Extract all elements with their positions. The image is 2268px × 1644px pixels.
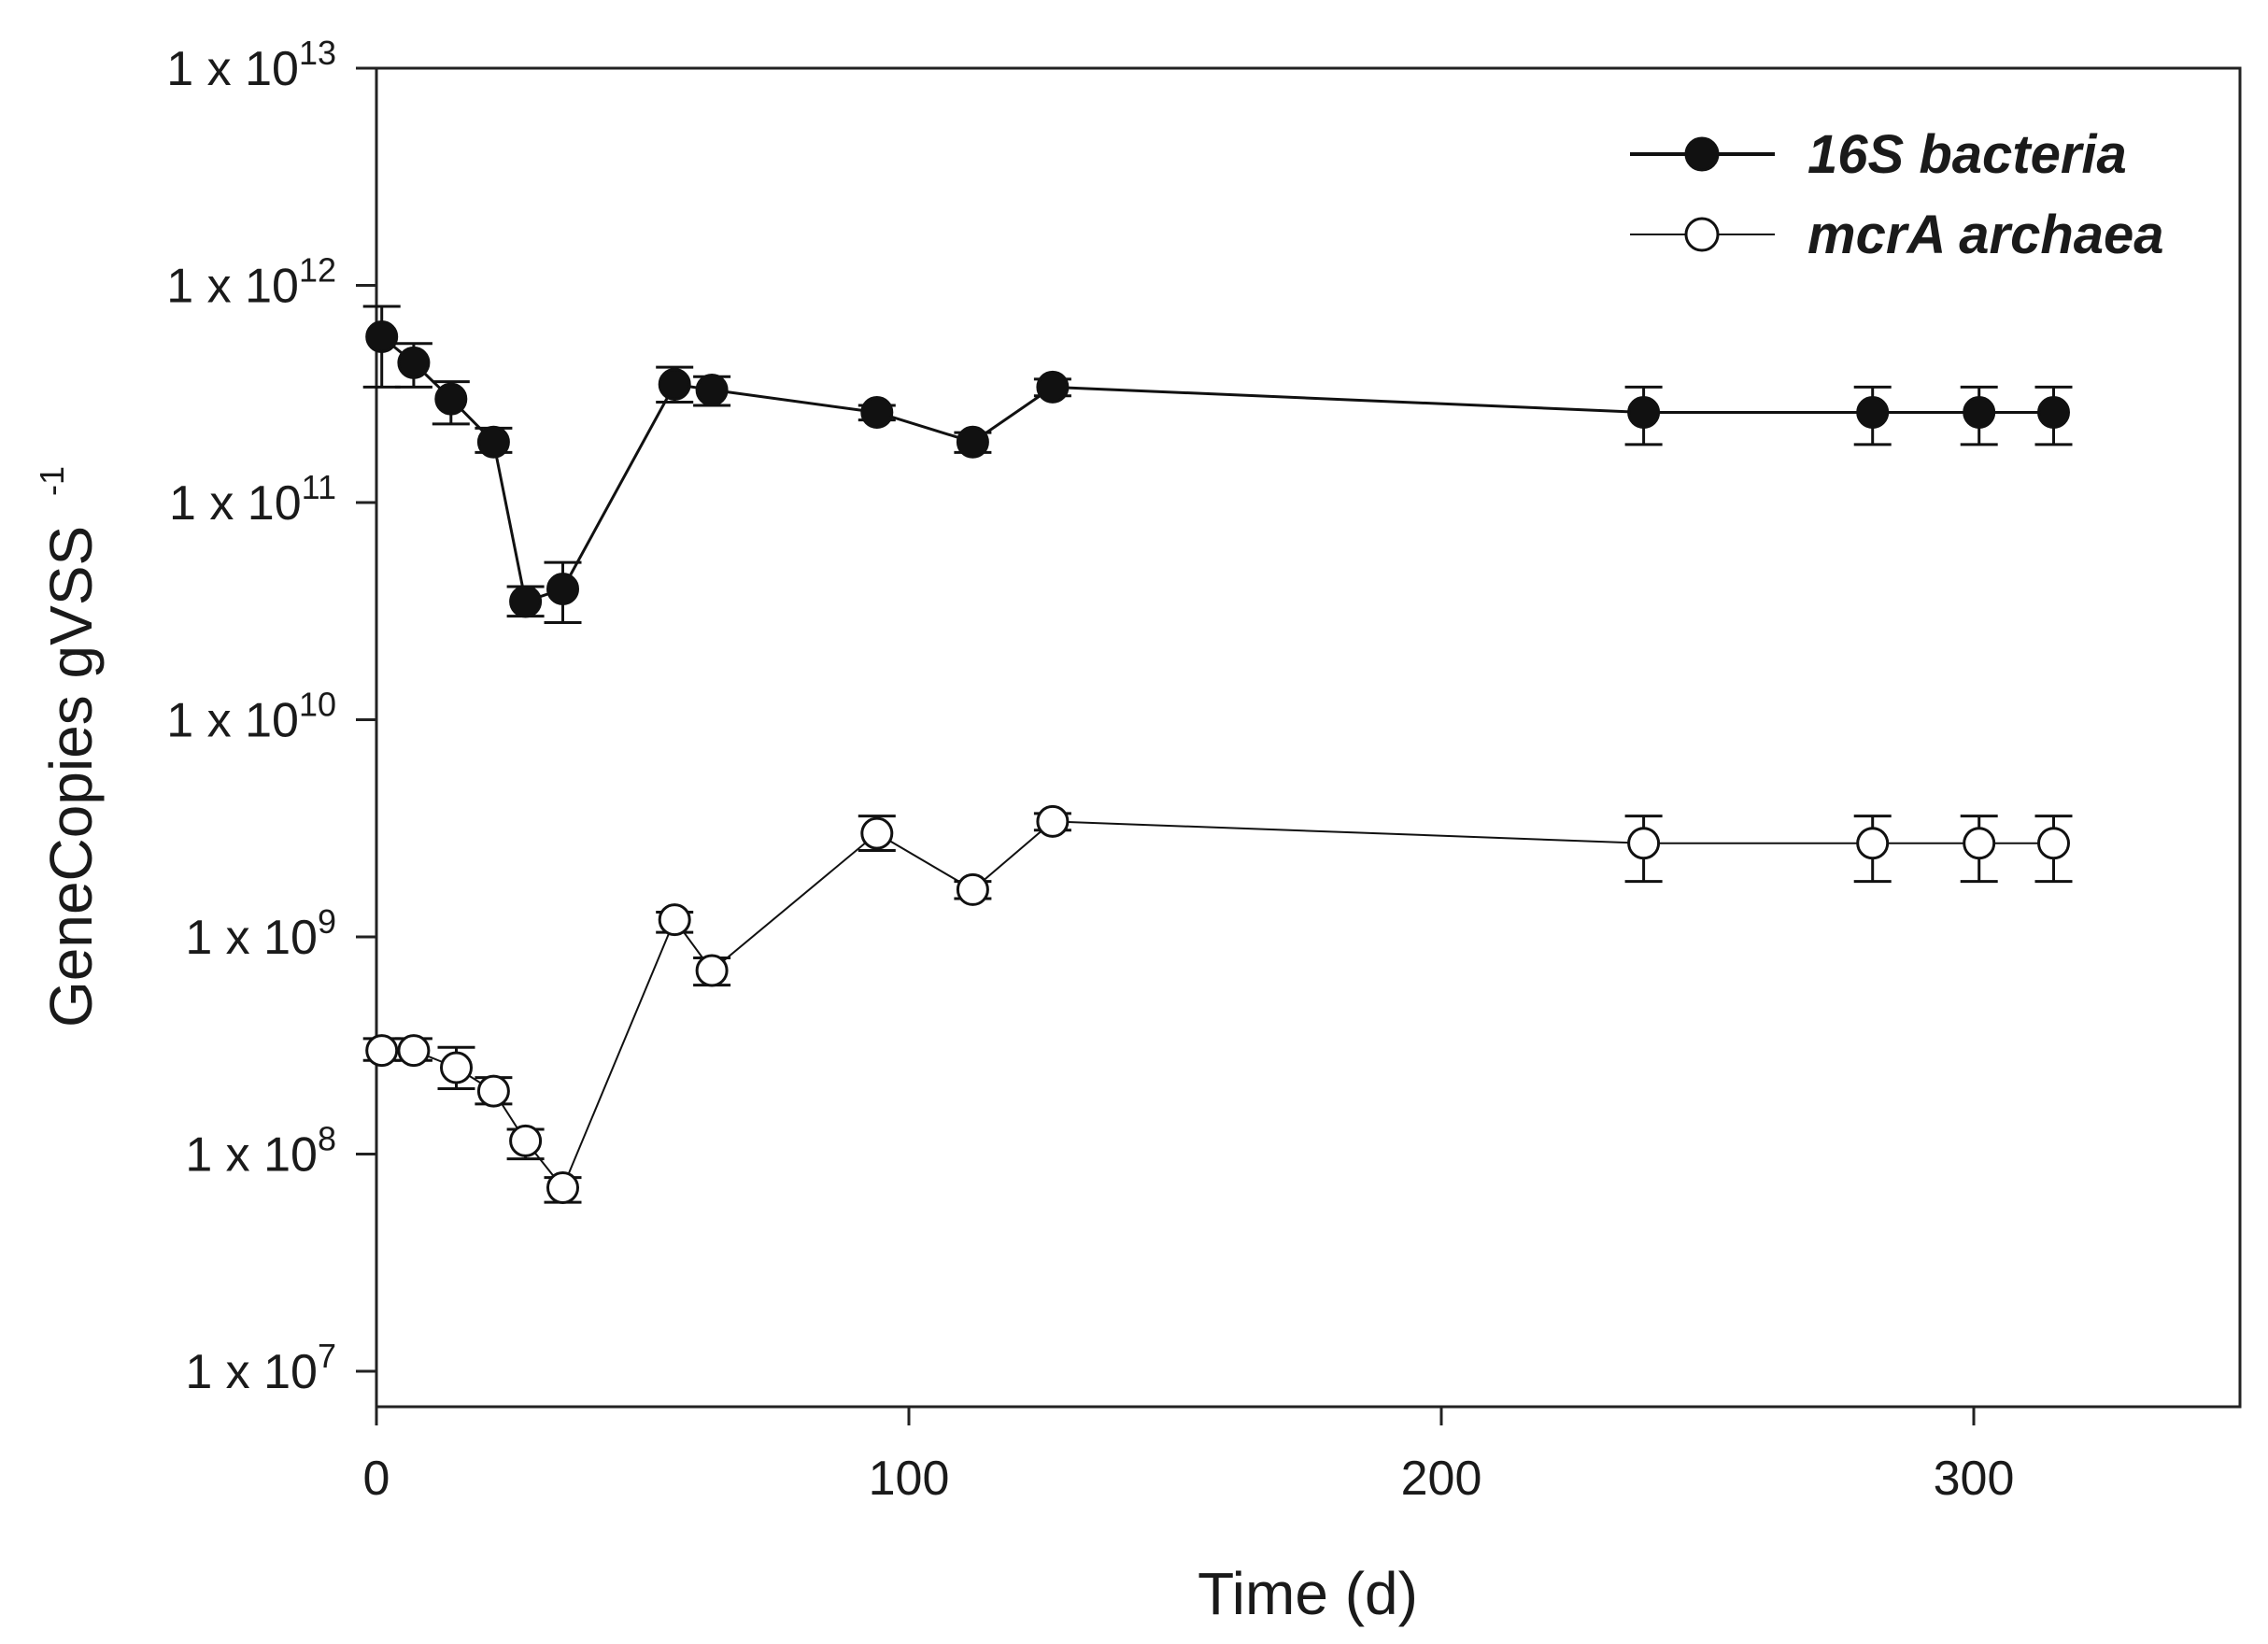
- data-point: [476, 1074, 510, 1108]
- y-tick-mantissa: 1 x 10: [185, 911, 318, 965]
- y-tick-exponent: 12: [299, 251, 336, 290]
- legend-item-mcra-archaea: mcrA archaea: [1630, 205, 2164, 265]
- data-point: [860, 816, 894, 850]
- x-axis-title: Time (d): [1198, 1560, 1418, 1627]
- y-tick-label-11: 1 x 1011: [169, 468, 336, 531]
- data-point: [695, 373, 729, 406]
- legend-item-16s-bacteria: 16S bacteria: [1630, 124, 2127, 185]
- data-point: [1627, 396, 1661, 430]
- data-point: [365, 1034, 399, 1068]
- data-point: [476, 425, 510, 459]
- data-point: [956, 872, 989, 906]
- x-tick-label-0: 0: [363, 1452, 390, 1506]
- y-tick-exponent: 8: [318, 1120, 336, 1158]
- series-line-mcra-archaea: [381, 820, 2054, 1190]
- y-tick-mantissa: 1 x 10: [166, 694, 299, 748]
- data-point: [2037, 827, 2070, 860]
- data-point: [2037, 396, 2070, 430]
- y-tick-mantissa: 1 x 10: [185, 1345, 318, 1399]
- y-tick-exponent: 9: [318, 902, 336, 941]
- y-tick-mantissa: 1 x 10: [169, 476, 302, 531]
- data-point: [1036, 370, 1070, 404]
- plot-frame: [375, 66, 2242, 1409]
- legend-marker: [1684, 217, 1720, 252]
- data-point: [1627, 827, 1661, 860]
- data-point: [956, 425, 989, 459]
- y-tick-label-7: 1 x 107: [185, 1337, 336, 1399]
- x-axis: 0 100 200 300: [363, 1407, 2015, 1506]
- x-tick-label-300: 300: [1934, 1452, 2015, 1506]
- x-tick-label-100: 100: [869, 1452, 950, 1506]
- data-point: [509, 585, 543, 618]
- series-line-16s-bacteria: [380, 335, 2054, 603]
- data-point: [1036, 804, 1070, 838]
- data-point: [365, 320, 399, 354]
- data-point: [1856, 396, 1890, 430]
- y-axis-title: GeneCopies gVSS -1: [33, 466, 105, 1028]
- data-point: [397, 1034, 431, 1068]
- y-axis-title-superscript: -1: [33, 466, 71, 496]
- y-tick-exponent: 11: [302, 468, 336, 506]
- data-point: [440, 1051, 473, 1084]
- y-tick-mantissa: 1 x 10: [185, 1128, 318, 1183]
- data-point: [546, 573, 579, 606]
- data-point: [397, 346, 431, 379]
- data-point: [658, 368, 691, 402]
- legend: 16S bacteria mcrA archaea: [1630, 124, 2164, 265]
- data-point: [860, 396, 894, 430]
- y-tick-exponent: 13: [299, 34, 336, 72]
- series-layer: [362, 305, 2073, 1205]
- y-tick-label-9: 1 x 109: [185, 902, 336, 965]
- y-tick-exponent: 10: [299, 686, 336, 724]
- data-point: [1963, 827, 1996, 860]
- legend-marker: [1684, 136, 1720, 172]
- x-tick-label-200: 200: [1401, 1452, 1482, 1506]
- data-point: [434, 382, 468, 416]
- data-point: [509, 1124, 543, 1157]
- data-point: [546, 1171, 579, 1205]
- y-tick-exponent: 7: [318, 1337, 336, 1375]
- data-point: [658, 903, 691, 937]
- series-16s-bacteria: [362, 305, 2073, 625]
- y-axis-title-text: GeneCopies gVSS: [37, 526, 105, 1028]
- y-tick-label-12: 1 x 1012: [166, 251, 336, 314]
- series-mcra-archaea: [362, 804, 2073, 1205]
- data-point: [1963, 396, 1996, 430]
- y-tick-label-10: 1 x 1010: [166, 686, 336, 748]
- legend-label: 16S bacteria: [1807, 124, 2127, 185]
- data-point: [1856, 827, 1890, 860]
- data-point: [695, 954, 729, 987]
- legend-label: mcrA archaea: [1807, 205, 2164, 265]
- y-tick-label-13: 1 x 1013: [166, 34, 336, 96]
- y-tick-mantissa: 1 x 10: [166, 42, 299, 96]
- y-tick-label-8: 1 x 108: [185, 1120, 336, 1183]
- y-tick-mantissa: 1 x 10: [166, 260, 299, 314]
